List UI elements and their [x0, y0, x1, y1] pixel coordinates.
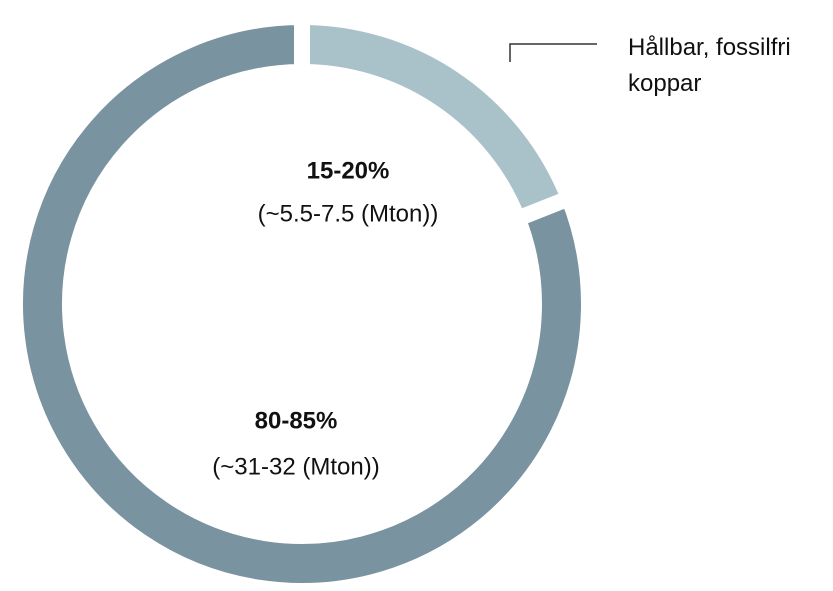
slice: [7, 8, 597, 591]
slice: [294, 8, 580, 229]
leader-line: [509, 43, 597, 62]
value-label: 80-85%: [255, 407, 338, 434]
value-sublabel: (~31-32 (Mton)): [212, 453, 379, 480]
value-sublabel: (~5.5-7.5 (Mton)): [258, 200, 439, 227]
value-label: 15-20%: [307, 157, 390, 184]
slice-label: Hållbar, fossilfri koppar: [628, 34, 791, 97]
